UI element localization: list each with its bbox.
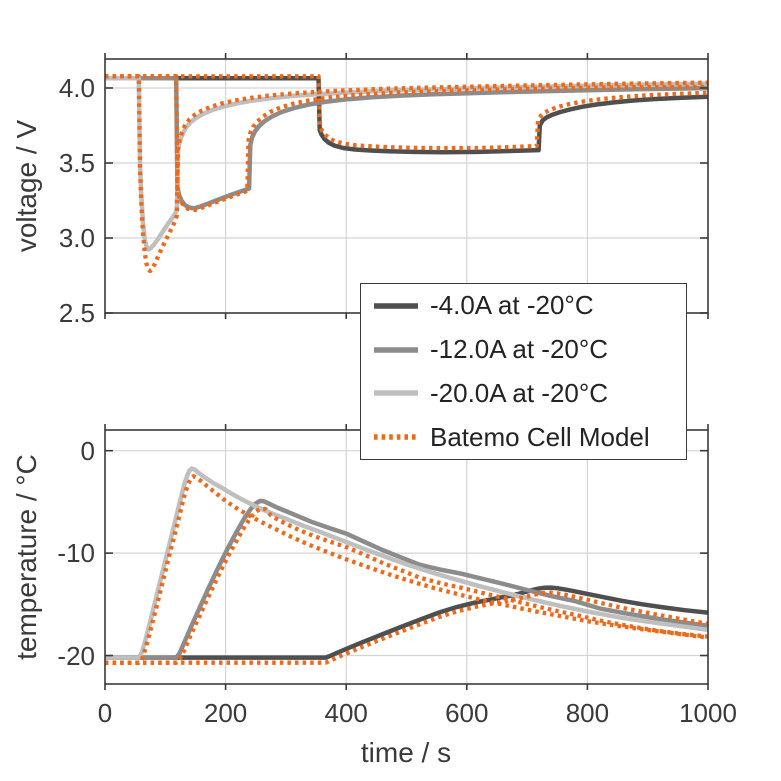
legend-item-12A: -12.0A at -20°C <box>373 328 686 372</box>
temperature-x-tick-label: 400 <box>324 698 368 728</box>
legend-line-sample-solid-dark <box>374 303 418 309</box>
legend-box: -4.0A at -20°C -12.0A at -20°C -20.0A at… <box>360 283 687 460</box>
legend-item-label: -20.0A at -20°C <box>430 377 609 408</box>
voltage-line-model-12A <box>105 74 708 213</box>
legend-item-4A: -4.0A at -20°C <box>373 284 686 328</box>
temperature-y-tick-label: -20 <box>57 640 95 671</box>
voltage-series-group <box>105 74 708 274</box>
legend-item-label: -4.0A at -20°C <box>430 290 594 321</box>
temperature-x-tick-label: 600 <box>445 698 489 728</box>
voltage-line-measurement-12A <box>105 75 708 211</box>
voltage-y-tick-label: 3.0 <box>58 222 95 253</box>
voltage-line-model-4A <box>105 74 708 151</box>
temperature-line-model-20A <box>105 474 708 665</box>
legend-line-sample-dotted-orange <box>374 434 418 440</box>
legend-item-label: Batemo Cell Model <box>430 421 650 452</box>
temperature-line-measurement-20A <box>105 466 708 660</box>
voltage-line-model-20A <box>105 74 708 274</box>
legend-item-model: Batemo Cell Model <box>373 415 686 459</box>
legend-line-sample-solid-medium <box>374 346 418 353</box>
temperature-y-tick-label: 0 <box>80 435 95 466</box>
voltage-y-tick-label: 3.5 <box>58 147 95 178</box>
temperature-x-tick-label: 0 <box>97 698 113 728</box>
legend-item-20A: -20.0A at -20°C <box>373 372 686 416</box>
legend-line-sample-solid-light <box>374 390 418 397</box>
voltage-y-tick-label: 2.5 <box>58 298 95 328</box>
temperature-x-tick-label: 200 <box>203 698 248 728</box>
temperature-x-tick-label: 1000 <box>679 698 737 728</box>
temperature-line-model-12A <box>105 506 708 665</box>
temperature-y-tick-label: -10 <box>57 538 95 569</box>
voltage-line-measurement-4A <box>105 75 708 155</box>
temperature-axes-frame <box>104 424 709 690</box>
temperature-series-group <box>105 466 708 665</box>
temperature-line-model-4A <box>105 590 708 665</box>
temperature-x-tick-label: 800 <box>565 698 610 728</box>
voltage-y-tick-label: 4.0 <box>58 72 95 103</box>
temperature-line-measurement-4A <box>105 585 708 660</box>
temperature-line-measurement-12A <box>105 498 708 660</box>
legend-item-label: -12.0A at -20°C <box>430 334 609 365</box>
